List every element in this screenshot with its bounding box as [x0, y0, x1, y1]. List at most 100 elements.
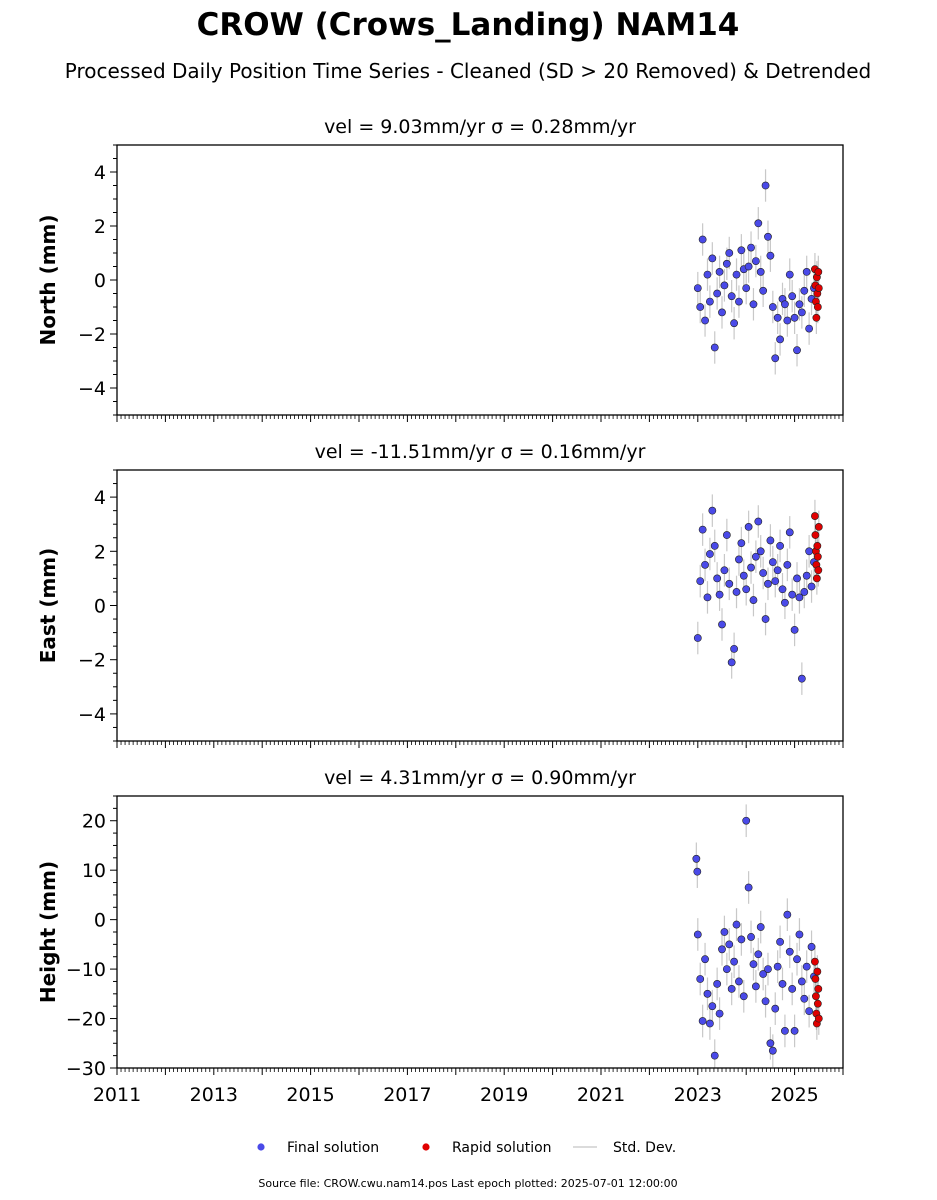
final-solution-point	[797, 308, 806, 317]
final-solution-point	[759, 569, 768, 577]
rapid-solution-point	[813, 303, 822, 311]
final-solution-point	[807, 942, 816, 951]
final-solution-point	[781, 598, 789, 607]
final-solution-point	[715, 1009, 724, 1018]
final-solution-point	[739, 571, 748, 580]
final-solution-point	[708, 1002, 717, 1011]
rapid-solution-point	[813, 999, 822, 1008]
final-solution-point	[802, 267, 811, 276]
final-solution-point	[693, 634, 702, 642]
final-solution-point	[732, 588, 741, 596]
final-solution-point	[805, 324, 814, 333]
final-solution-point	[790, 1027, 799, 1035]
final-solution-point	[785, 270, 794, 279]
final-solution-point	[776, 541, 784, 550]
final-solution-point	[783, 910, 792, 919]
x-tick-label: 2025	[770, 1084, 818, 1106]
y-tick-label: −2	[78, 324, 106, 346]
final-solution-point	[698, 525, 707, 534]
panel-3: vel = 4.31mm/yr σ = 0.90mm/yr Height (mm)…	[36, 767, 844, 1106]
final-solution-point	[788, 590, 797, 599]
final-solution-point	[756, 547, 765, 556]
final-solution-point	[737, 246, 746, 255]
y-tick-label: −2	[78, 650, 106, 672]
final-solution-point	[706, 1019, 714, 1028]
x-tick-label: 2017	[383, 1084, 431, 1106]
final-solution-point	[710, 541, 719, 550]
plot-frame	[116, 144, 844, 416]
rapid-solution-point	[814, 267, 823, 276]
final-solution-point	[732, 270, 741, 279]
final-solution-point	[722, 531, 731, 539]
final-solution-point	[737, 539, 746, 548]
legend-label-2: Rapid solution	[452, 1140, 552, 1156]
legend-label-3: Std. Dev.	[613, 1140, 676, 1156]
final-solution-point	[737, 935, 746, 944]
y-tick-label: 2	[94, 216, 106, 238]
final-solution-point	[727, 658, 736, 667]
rapid-solution-point	[811, 975, 820, 983]
final-solution-point	[807, 582, 816, 591]
final-solution-point	[788, 292, 797, 301]
y-tick-label: 4	[94, 162, 106, 184]
final-solution-point	[754, 517, 763, 526]
y-tick-label: −4	[78, 378, 106, 400]
final-solution-point	[735, 297, 743, 306]
final-solution-point	[744, 262, 753, 271]
final-solution-point	[720, 281, 729, 290]
rapid-solution-point	[811, 531, 820, 539]
rapid-solution-point	[814, 1014, 823, 1023]
plot-frame	[116, 469, 844, 742]
final-solution-point	[693, 284, 702, 292]
x-tick-label: 2013	[190, 1084, 238, 1106]
panel-2: vel = -11.51mm/yr σ = 0.16mm/yr East (mm)…	[36, 441, 844, 748]
y-tick-label: 0	[94, 910, 106, 932]
final-solution-point	[766, 536, 775, 545]
rapid-solution-point	[812, 574, 821, 583]
final-solution-point	[766, 1039, 775, 1048]
final-solution-point	[802, 962, 811, 971]
final-solution-point	[703, 989, 712, 998]
final-solution-point	[790, 625, 799, 634]
final-solution-point	[722, 259, 731, 268]
final-solution-point	[793, 574, 801, 583]
final-solution-point	[795, 930, 804, 939]
final-solution-point	[771, 1004, 780, 1013]
final-solution-point	[732, 920, 741, 929]
final-solution-point	[718, 308, 726, 317]
final-solution-point	[793, 346, 801, 355]
final-solution-point	[727, 292, 736, 301]
final-solution-point	[744, 523, 753, 531]
final-solution-point	[710, 343, 719, 352]
rapid-solution-point	[811, 957, 819, 966]
rapid-solution-point	[813, 552, 822, 561]
rapid-solution-point	[813, 967, 822, 976]
y-tick-label: −10	[66, 959, 106, 981]
final-solution-point	[783, 316, 792, 325]
final-solution-point	[785, 528, 794, 537]
rapid-solution-point	[811, 512, 819, 520]
final-solution-point	[764, 579, 772, 588]
final-solution-point	[771, 577, 780, 586]
final-solution-point	[710, 1051, 719, 1060]
legend-marker-2	[422, 1143, 430, 1151]
final-solution-point	[764, 965, 772, 973]
final-solution-point	[754, 950, 763, 959]
final-solution-point	[761, 181, 770, 190]
final-solution-point	[698, 235, 707, 244]
final-solution-point	[703, 593, 712, 602]
final-solution-point	[800, 588, 809, 596]
final-solution-point	[693, 867, 702, 876]
x-tick-label: 2011	[93, 1084, 141, 1106]
final-solution-point	[742, 816, 751, 825]
final-solution-point	[795, 593, 804, 602]
final-solution-point	[725, 940, 734, 949]
final-solution-point	[795, 300, 804, 309]
x-tick-label: 2019	[480, 1084, 528, 1106]
final-solution-point	[725, 579, 734, 588]
panel-title: vel = 9.03mm/yr σ = 0.28mm/yr	[324, 116, 636, 138]
final-solution-point	[708, 506, 717, 515]
